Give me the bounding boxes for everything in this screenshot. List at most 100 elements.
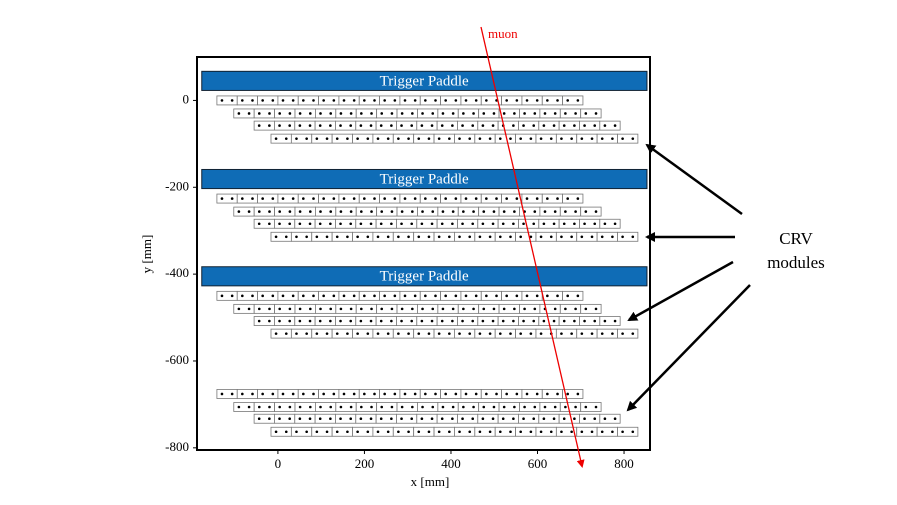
fiber — [513, 210, 516, 213]
fiber — [546, 197, 549, 200]
fiber — [570, 332, 573, 335]
fiber — [481, 124, 485, 127]
fiber — [505, 197, 508, 200]
fiber — [522, 319, 525, 323]
fiber — [349, 417, 353, 421]
counter — [580, 402, 602, 412]
fiber — [352, 392, 356, 396]
counter — [436, 413, 458, 424]
fiber — [437, 235, 441, 239]
counter — [419, 95, 441, 106]
counter — [294, 108, 316, 119]
fiber — [420, 417, 424, 421]
fiber — [580, 235, 584, 239]
counter — [257, 290, 279, 301]
fiber — [349, 405, 353, 409]
fiber — [562, 124, 566, 127]
fiber — [462, 112, 465, 115]
module-layer — [233, 303, 602, 314]
fiber — [593, 124, 597, 127]
counter — [562, 389, 584, 399]
fiber — [291, 392, 295, 396]
fiber — [454, 294, 458, 298]
fiber — [411, 405, 414, 409]
fiber — [542, 222, 546, 226]
fiber — [454, 197, 458, 200]
counter — [579, 413, 601, 424]
fiber — [291, 99, 295, 102]
fiber — [631, 235, 635, 239]
fiber — [400, 112, 404, 115]
fiber — [370, 210, 373, 213]
fiber — [360, 112, 363, 115]
counter — [335, 402, 357, 412]
fiber — [400, 417, 403, 421]
fiber — [570, 235, 573, 239]
counter — [539, 108, 561, 119]
annotation-line: modules — [767, 253, 825, 272]
fiber — [556, 197, 559, 200]
fiber — [613, 222, 617, 226]
counter — [478, 402, 500, 412]
fiber — [464, 99, 468, 102]
fiber — [305, 137, 308, 140]
counter — [257, 389, 279, 399]
counter — [392, 133, 415, 144]
fiber — [417, 430, 421, 434]
counter — [457, 316, 479, 326]
fiber — [305, 332, 308, 335]
counter — [375, 413, 397, 424]
fiber — [451, 124, 454, 127]
counter — [270, 133, 292, 144]
fiber — [298, 222, 302, 226]
counter — [562, 95, 584, 106]
fiber — [611, 235, 614, 239]
fiber — [288, 319, 291, 323]
counter — [596, 328, 618, 339]
fiber — [448, 235, 451, 239]
fiber — [564, 112, 567, 115]
fiber — [515, 99, 519, 102]
fiber — [319, 112, 322, 115]
fiber — [349, 112, 353, 115]
fiber — [542, 417, 546, 421]
counter — [498, 206, 520, 217]
counter — [417, 303, 439, 314]
fiber — [532, 222, 536, 226]
fiber — [573, 417, 576, 421]
fiber — [481, 222, 485, 226]
fiber — [535, 294, 539, 298]
fiber — [346, 430, 349, 434]
counter — [335, 218, 357, 229]
fiber — [427, 137, 431, 140]
fiber — [519, 137, 522, 140]
fiber — [515, 294, 519, 298]
fiber — [369, 417, 373, 421]
fiber — [298, 417, 302, 421]
fiber — [284, 235, 288, 239]
fiber — [421, 405, 424, 409]
fiber — [491, 124, 495, 127]
counter — [501, 193, 523, 204]
counter — [617, 426, 639, 437]
fiber — [356, 235, 359, 239]
counter — [417, 108, 439, 119]
fiber — [363, 294, 366, 298]
fiber — [413, 99, 417, 102]
counter — [460, 389, 482, 399]
fiber — [498, 235, 502, 239]
fiber — [383, 294, 386, 298]
fiber — [380, 405, 384, 409]
module-layer — [270, 133, 639, 144]
fiber — [346, 137, 349, 140]
counter — [315, 206, 337, 217]
arrow — [627, 260, 734, 322]
fiber — [478, 430, 482, 434]
fiber — [574, 210, 577, 213]
counter — [519, 108, 541, 119]
fiber — [448, 430, 451, 434]
fiber — [241, 197, 244, 200]
fiber — [393, 392, 397, 396]
counter — [457, 206, 480, 217]
fiber — [386, 430, 390, 434]
